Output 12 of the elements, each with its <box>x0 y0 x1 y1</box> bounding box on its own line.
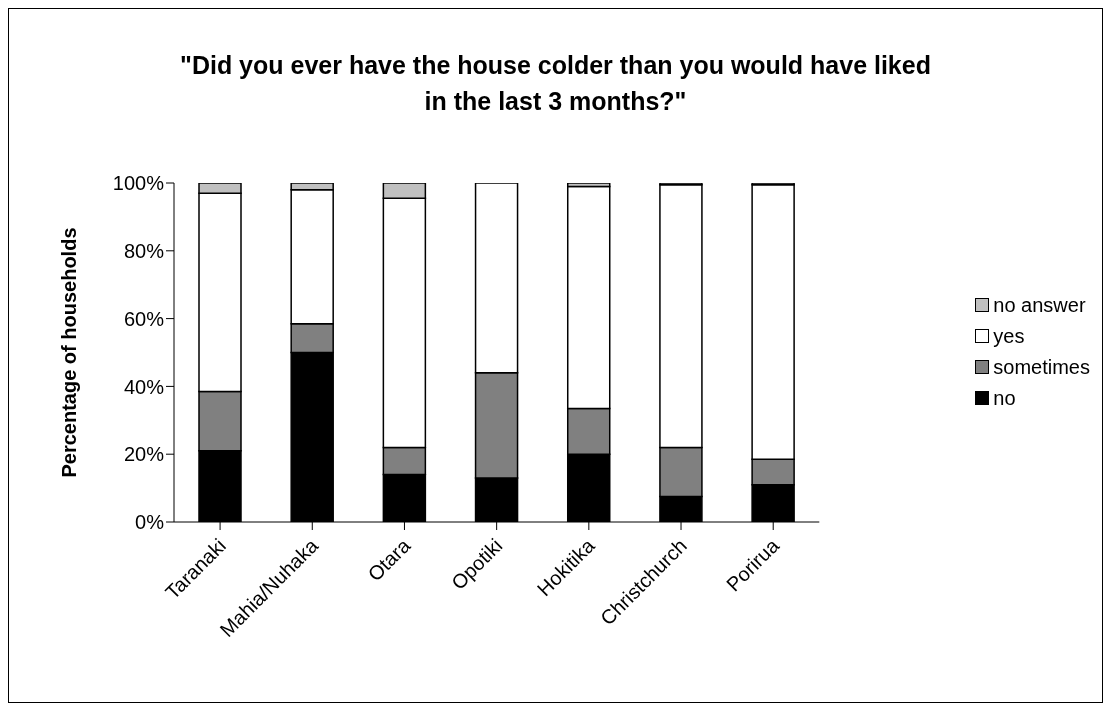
chart-title: "Did you ever have the house colder than you would have liked in the last 3 months?" <box>179 50 932 117</box>
legend-label: yes <box>993 324 1025 348</box>
y-tick-label: 0% <box>135 511 165 534</box>
legend-label: sometimes <box>993 355 1090 379</box>
y-tick-label: 100% <box>112 172 165 195</box>
legend-label: no <box>993 386 1016 410</box>
y-tick-label: 80% <box>123 239 165 262</box>
y-tick-label: 60% <box>123 307 165 330</box>
y-tick-label: 40% <box>123 375 165 398</box>
y-tick-label: 20% <box>123 443 165 466</box>
y-axis-title: Percentage of households <box>58 227 81 478</box>
legend-label: no answer <box>993 293 1086 317</box>
